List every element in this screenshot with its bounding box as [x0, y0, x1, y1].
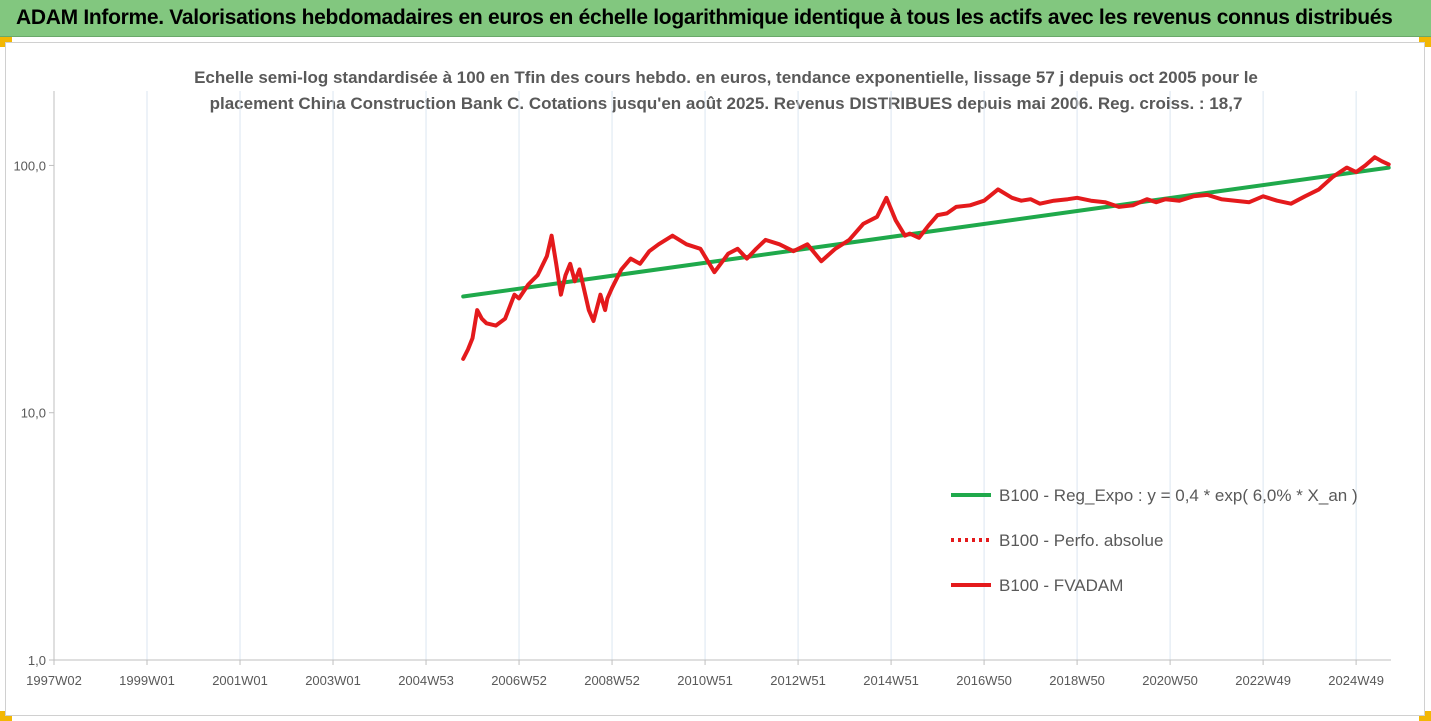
legend-label-fvadam-line: B100 - FVADAM	[999, 576, 1123, 595]
y-tick-label: 10,0	[21, 406, 46, 421]
x-tick-label: 2006W52	[491, 673, 547, 688]
x-tick-label: 2001W01	[212, 673, 268, 688]
legend-label-trend-line: B100 - Reg_Expo : y = 0,4 * exp( 6,0% * …	[999, 486, 1358, 505]
fvadam-line	[461, 155, 1391, 361]
legend-label-perfo-absolue-line: B100 - Perfo. absolue	[999, 531, 1163, 550]
corner-marker-bottom-right	[1419, 711, 1431, 721]
y-tick-label: 100,0	[13, 158, 46, 173]
corner-marker-top-right	[1419, 37, 1431, 47]
chart-svg: 1997W02 1999W01 2001W01 2003W01 2004W53 2006W…	[13, 91, 1391, 688]
x-tick-label: 1999W01	[119, 673, 175, 688]
x-tick-label: 2014W51	[863, 673, 919, 688]
x-tick-label: 2016W50	[956, 673, 1012, 688]
chart-area: Echelle semi-log standardisée à 100 en T…	[5, 42, 1425, 716]
x-tick-label: 2008W52	[584, 673, 640, 688]
banner-title: ADAM Informe. Valorisations hebdomadaire…	[16, 6, 1393, 29]
banner: ADAM Informe. Valorisations hebdomadaire…	[0, 0, 1431, 37]
x-tick-label: 2018W50	[1049, 673, 1105, 688]
x-tick-label: 2010W51	[677, 673, 733, 688]
x-tick-label: 2024W49	[1328, 673, 1384, 688]
x-tick-label: 2022W49	[1235, 673, 1291, 688]
x-tick-label: 2004W53	[398, 673, 454, 688]
corner-marker-bottom-left	[0, 711, 12, 721]
x-tick-label: 2012W51	[770, 673, 826, 688]
x-tick-label: 1997W02	[26, 673, 82, 688]
x-tick-label: 2003W01	[305, 673, 361, 688]
chart-title-line-1: Echelle semi-log standardisée à 100 en T…	[194, 68, 1258, 87]
y-tick-label: 1,0	[28, 653, 46, 668]
x-tick-label: 2020W50	[1142, 673, 1198, 688]
